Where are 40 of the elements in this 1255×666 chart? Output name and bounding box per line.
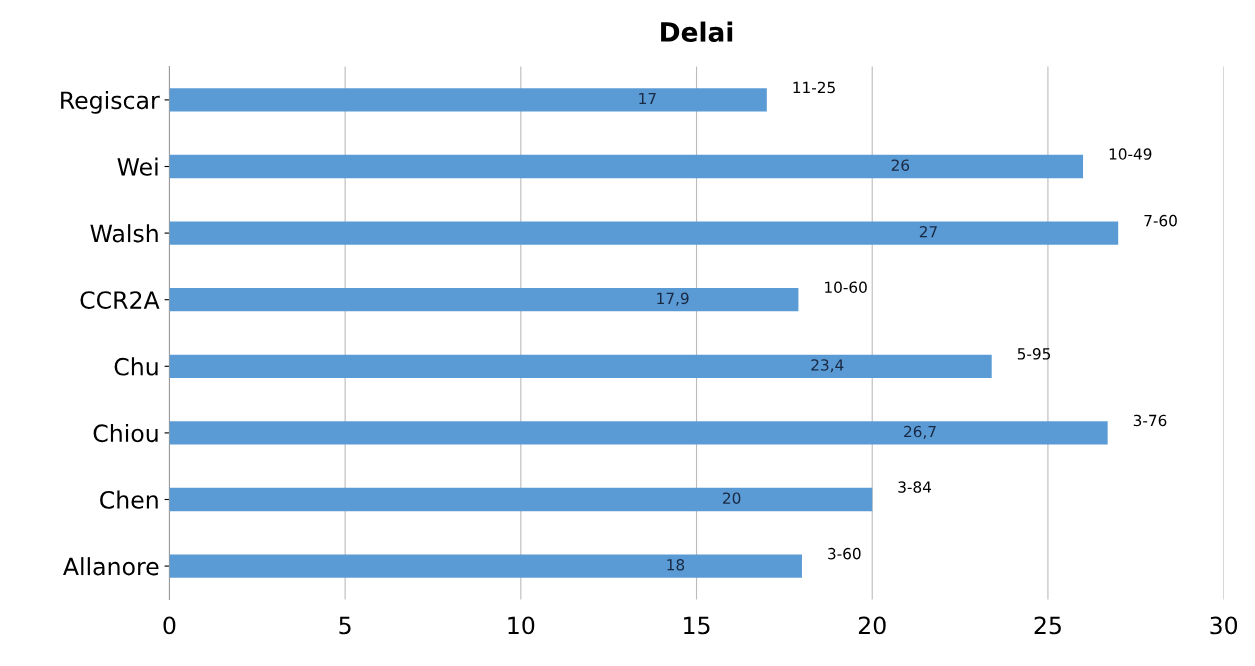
annotation: 3-60 xyxy=(828,547,861,560)
data-label: 27 xyxy=(919,225,937,238)
x-tick-label: 0 xyxy=(163,616,176,635)
y-tick-label: Wei xyxy=(117,157,158,176)
data-label: 20 xyxy=(723,492,741,504)
bar xyxy=(169,554,802,578)
annotation: 7-60 xyxy=(1144,214,1177,227)
y-tick-label: Allanore xyxy=(63,557,159,576)
annotation: 11-25 xyxy=(793,81,835,94)
annotation: 3-84 xyxy=(898,481,932,493)
data-label: 17,9 xyxy=(657,292,689,306)
x-tick-label: 20 xyxy=(858,616,886,635)
y-tick-label: CCR2A xyxy=(80,291,160,310)
data-label: 18 xyxy=(667,558,685,571)
annotation: 10-60 xyxy=(825,281,867,294)
data-label: 26,7 xyxy=(904,425,936,439)
y-tick-label: Chu xyxy=(114,357,158,376)
bar xyxy=(169,354,992,378)
bar xyxy=(169,288,799,312)
x-tick-label: 5 xyxy=(339,616,351,635)
y-tick-label: Chen xyxy=(100,490,158,509)
bar xyxy=(169,221,1119,245)
y-tick-label: Walsh xyxy=(90,224,158,243)
annotation: 5-95 xyxy=(1017,348,1051,360)
annotation: 10-49 xyxy=(1109,148,1152,160)
y-tick-label: Regiscar xyxy=(61,90,160,114)
annotation: 3-76 xyxy=(1133,414,1167,427)
data-label: 23,4 xyxy=(811,359,844,373)
x-tick-label: 25 xyxy=(1034,616,1061,635)
bar xyxy=(169,487,873,512)
data-label: 17 xyxy=(639,92,656,105)
y-tick-label: Chiou xyxy=(93,423,158,443)
bar xyxy=(169,154,1084,179)
data-label: 26 xyxy=(891,159,910,171)
x-tick-label: 10 xyxy=(508,616,535,635)
chart-title: Delai xyxy=(661,21,733,42)
bar xyxy=(169,88,767,112)
bar xyxy=(169,421,1108,445)
x-tick-label: 15 xyxy=(684,616,710,635)
x-tick-label: 30 xyxy=(1210,616,1238,635)
